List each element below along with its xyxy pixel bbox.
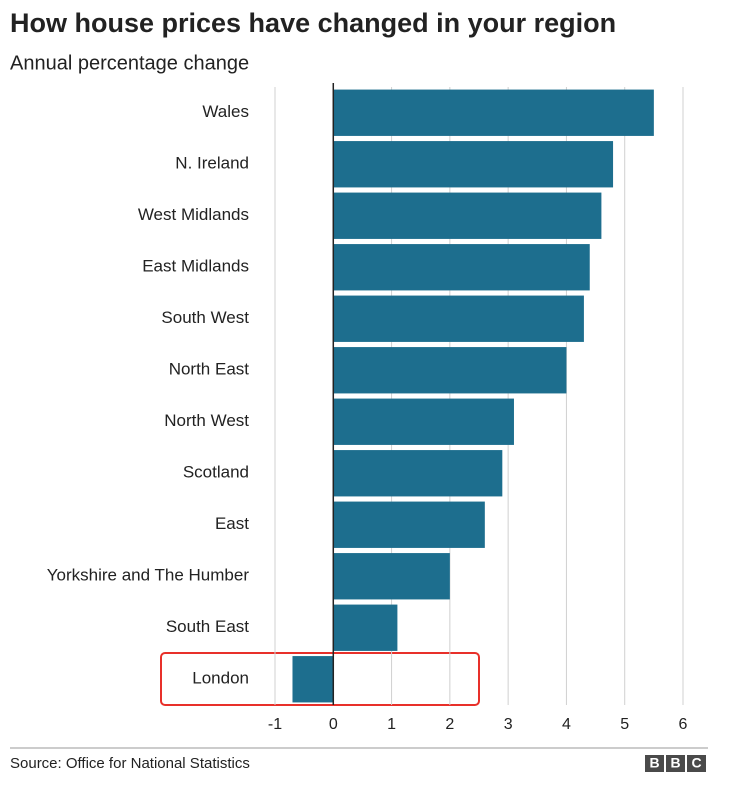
highlight-box bbox=[160, 652, 480, 706]
chart-subtitle: Annual percentage change bbox=[10, 52, 249, 74]
x-tick-label: 2 bbox=[445, 716, 454, 733]
y-tick-label: East Midlands bbox=[142, 257, 249, 276]
logo-letter: C bbox=[691, 755, 701, 771]
bar bbox=[333, 295, 584, 342]
bar bbox=[333, 347, 567, 394]
bar bbox=[333, 141, 614, 188]
y-tick-label: Scotland bbox=[183, 463, 249, 482]
logo-letter: B bbox=[670, 755, 680, 771]
bar bbox=[292, 656, 334, 703]
y-tick-label: South East bbox=[166, 617, 249, 636]
y-tick-label: London bbox=[192, 669, 249, 688]
x-tick-label: -1 bbox=[268, 716, 282, 733]
source: Source: Office for National Statistics bbox=[10, 755, 250, 772]
y-tick-label: South West bbox=[161, 308, 249, 327]
bar bbox=[333, 89, 654, 136]
x-tick-label: 0 bbox=[329, 716, 338, 733]
logo-box bbox=[687, 755, 706, 772]
logo-box bbox=[666, 755, 685, 772]
y-tick-label: N. Ireland bbox=[175, 154, 249, 173]
y-tick-label: North West bbox=[164, 411, 249, 430]
y-tick-label: Wales bbox=[202, 102, 249, 121]
y-tick-label: Yorkshire and The Humber bbox=[47, 566, 250, 585]
y-tick-label: North East bbox=[169, 360, 250, 379]
bar bbox=[333, 553, 450, 600]
bar bbox=[333, 192, 602, 239]
bar bbox=[333, 604, 398, 651]
logo-letter: B bbox=[649, 755, 659, 771]
bar bbox=[333, 450, 503, 497]
y-tick-label: East bbox=[215, 514, 249, 533]
x-tick-label: 5 bbox=[620, 716, 629, 733]
x-tick-label: 1 bbox=[387, 716, 396, 733]
bar bbox=[333, 501, 485, 548]
logo-box bbox=[645, 755, 664, 772]
bar bbox=[333, 398, 514, 445]
x-tick-label: 4 bbox=[562, 716, 571, 733]
y-tick-label: West Midlands bbox=[138, 205, 249, 224]
bar bbox=[333, 244, 590, 291]
x-tick-label: 3 bbox=[504, 716, 513, 733]
chart-title: How house prices have changed in your re… bbox=[10, 8, 616, 38]
x-tick-label: 6 bbox=[679, 716, 688, 733]
